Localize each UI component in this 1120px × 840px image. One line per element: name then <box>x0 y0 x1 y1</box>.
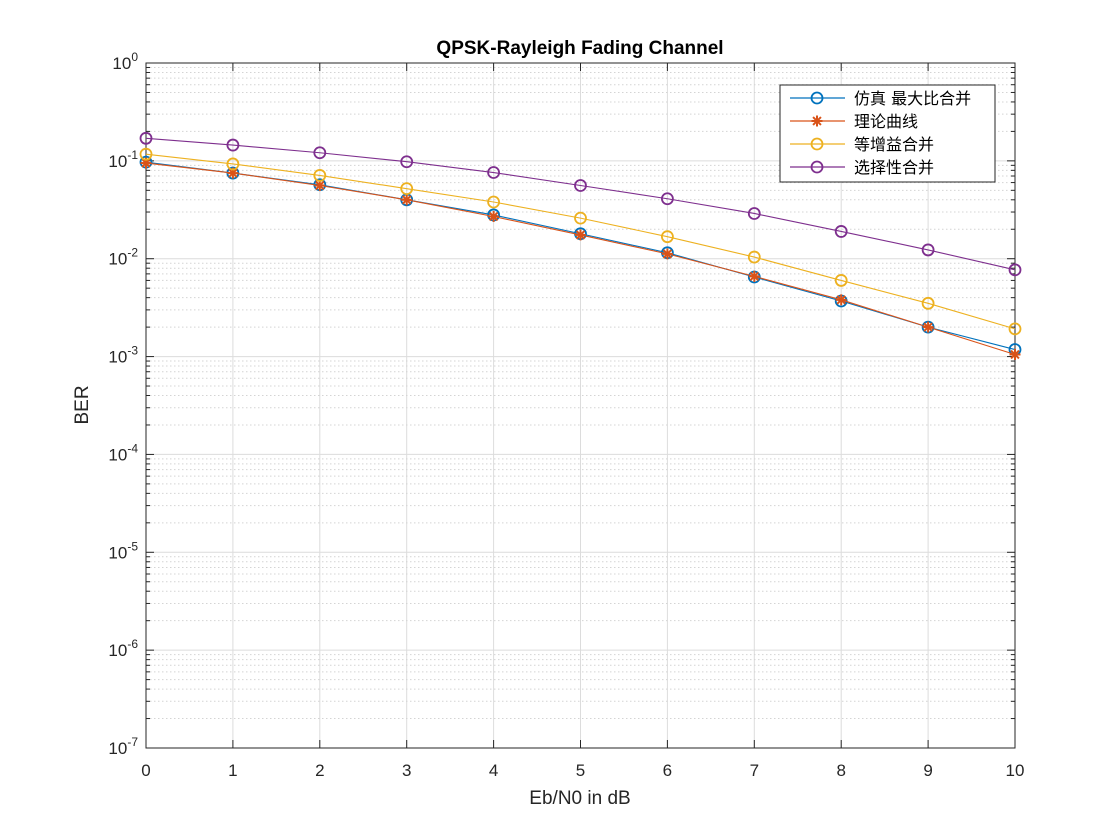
data-point <box>226 157 240 171</box>
x-tick-label: 2 <box>315 761 324 780</box>
data-point <box>401 194 413 206</box>
data-point <box>575 229 586 241</box>
data-point <box>139 147 153 161</box>
legend-marker <box>810 160 824 174</box>
x-tick-label: 3 <box>402 761 411 780</box>
data-point <box>921 243 935 257</box>
legend-marker <box>810 91 824 105</box>
series-line <box>145 153 1016 330</box>
x-tick-label: 4 <box>489 761 498 780</box>
y-tick-label: 10-2 <box>108 246 138 269</box>
ticks <box>145 62 1016 749</box>
series-line <box>145 137 1016 271</box>
data-point <box>661 192 674 206</box>
data-point <box>313 169 327 182</box>
data-point <box>227 167 239 179</box>
legend-label: 选择性合并 <box>854 158 934 177</box>
x-tick-label: 8 <box>836 761 845 780</box>
data-point <box>748 270 760 282</box>
legend-item: 等增益合并 <box>790 135 934 154</box>
x-tick-label: 9 <box>923 761 932 780</box>
x-tick-label: 1 <box>228 761 237 780</box>
legend-label: 仿真 最大比合并 <box>854 89 971 108</box>
legend-marker <box>810 137 824 151</box>
x-tick-label: 7 <box>750 761 759 780</box>
x-axis-title: Eb/N0 in dB <box>529 788 630 809</box>
data-point <box>226 138 240 152</box>
data-point <box>747 250 761 264</box>
legend-item: 选择性合并 <box>790 158 934 177</box>
data-point <box>1008 263 1022 277</box>
y-tick-label: 10-7 <box>108 735 138 758</box>
y-tick-label: 10-5 <box>108 539 138 562</box>
data-point <box>314 179 326 191</box>
data-point <box>835 294 847 306</box>
legend-marker <box>811 115 823 127</box>
data-point <box>1008 322 1022 336</box>
data-point <box>921 296 935 310</box>
data-point <box>574 211 587 225</box>
x-tick-label: 0 <box>141 761 150 780</box>
y-axis-title: BER <box>72 385 93 424</box>
data-point <box>834 274 848 287</box>
legend-item: 仿真 最大比合并 <box>790 89 971 108</box>
data-point <box>400 155 414 169</box>
series-3 <box>139 131 1022 277</box>
data-point <box>400 182 414 196</box>
data-point <box>487 166 501 179</box>
data-point <box>661 230 674 244</box>
y-tick-label: 10-4 <box>108 441 138 464</box>
series <box>139 131 1022 360</box>
x-tick-label: 5 <box>576 761 585 780</box>
legend-label: 等增益合并 <box>854 135 934 154</box>
y-tick-label: 10-3 <box>108 344 138 367</box>
y-tick-label: 10-6 <box>108 637 138 660</box>
y-tick-label: 10-1 <box>108 148 138 171</box>
data-point <box>747 207 761 220</box>
tick-labels: 0 1 2 3 4 5 6 7 8 9 10 100 10-1 10-2 10-3 10-4 10-5 10-6 1… <box>108 50 1024 780</box>
data-point <box>139 131 153 145</box>
data-point <box>488 211 500 223</box>
data-point <box>1009 348 1021 360</box>
data-point <box>661 248 673 260</box>
grid <box>146 63 1015 748</box>
data-point <box>834 225 848 238</box>
chart-title: QPSK-Rayleigh Fading Channel <box>436 38 723 59</box>
x-tick-label: 10 <box>1006 761 1025 780</box>
series-2 <box>139 147 1022 336</box>
data-point <box>313 146 327 160</box>
series-1 <box>140 157 1021 360</box>
legend-box <box>779 84 996 183</box>
y-tick-label: 100 <box>112 50 138 73</box>
data-point <box>922 321 934 333</box>
data-point <box>487 195 501 209</box>
x-tick-label: 6 <box>663 761 672 780</box>
legend-item: 理论曲线 <box>790 112 918 131</box>
data-point <box>574 179 587 192</box>
legend-label: 理论曲线 <box>854 112 918 131</box>
